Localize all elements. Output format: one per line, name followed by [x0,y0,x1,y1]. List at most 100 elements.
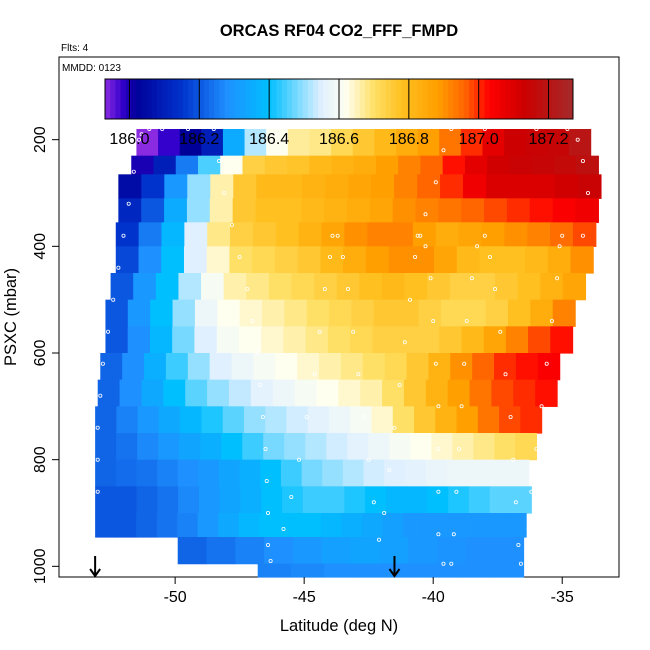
track-point [281,527,286,532]
heatmap-cell [220,155,244,175]
heatmap-cell [198,486,221,514]
heatmap-cell [343,246,367,274]
heatmap-cell [414,406,436,434]
track-point [387,468,392,473]
track-point [580,158,585,163]
heatmap-cell [172,299,196,327]
heatmap-cell [444,513,466,538]
track-point [136,137,141,142]
heatmap-cell [172,326,196,354]
heatmap-cell [115,222,140,247]
heatmap-cell [420,155,444,175]
heatmap-cell [326,433,348,461]
heatmap-cell [207,222,231,247]
heatmap-cell [524,246,549,274]
heatmap-cell [481,222,505,247]
colorbar-segment [302,79,309,119]
track-point [580,233,585,238]
heatmap-cell [449,273,473,301]
heatmap-cell [482,129,505,157]
heatmap-cell [495,273,519,301]
y-tick-label: 1000 [32,548,49,584]
heatmap-cell [97,379,121,407]
track-point [464,318,469,323]
track-point [366,457,371,462]
heatmap-cell [342,459,365,487]
heatmap-cell [552,299,576,327]
track-point [513,500,518,505]
colorbar-segment [250,79,257,119]
heatmap-cell [527,222,551,247]
heatmap-cell [477,406,500,434]
heatmap-cell [138,246,162,274]
track-point [260,414,265,419]
heatmap-cell [157,486,179,514]
track-point [258,382,263,387]
colorbar-segment [396,79,402,119]
track-point [296,457,301,462]
heatmap-cell [156,513,178,538]
heatmap-cell [95,433,117,461]
track-point [433,180,438,185]
heatmap-cell [301,198,325,223]
track-point [327,254,332,259]
track-point [95,489,100,494]
heatmap-cells [95,129,602,578]
track-point [222,190,227,195]
track-point [289,494,294,499]
heatmap-cell [221,433,243,461]
heatmap-cell [439,326,462,354]
heatmap-cell [155,273,180,301]
heatmap-cell [396,299,420,327]
heatmap-cell [194,326,218,354]
heatmap-cell [485,299,509,327]
colorbar [104,78,574,120]
colorbar-segment [229,79,236,119]
heatmap-cell [438,198,462,223]
heatmap-cell [279,513,301,538]
heatmap-cell [392,198,417,223]
heatmap-cell [116,406,139,434]
colorbar-tick-label: 186.0 [109,131,149,148]
heatmap-cell [350,326,373,354]
colorbar-segment [380,79,387,119]
heatmap-cell [238,326,262,354]
heatmap-cell [243,406,266,434]
heatmap-cell [216,326,240,354]
heatmap-cell [442,155,466,175]
heatmap-cell [550,222,574,247]
heatmap-cell [508,299,531,327]
heatmap-cell [371,406,394,434]
heatmap-cell [206,246,231,274]
heatmap-cell [491,379,514,407]
colorbar-segment [469,79,475,119]
heatmap-cell [321,537,352,565]
track-point [361,414,366,419]
colorbar-segment [141,79,148,119]
colorbar-segment [125,79,132,119]
heatmap-cell [201,129,224,157]
heatmap-cell [178,486,200,514]
heatmap-cell [274,246,299,274]
heatmap-cell [286,406,309,434]
heatmap-cell [261,486,283,514]
heatmap-cell [412,222,437,247]
heatmap-cell [394,326,418,354]
track-point [268,559,273,564]
heatmap-cell [316,379,339,407]
heatmap-cell [547,129,570,157]
track-point [469,276,474,281]
colorbar-segment [318,79,324,119]
heatmap-cell [403,379,427,407]
heatmap-cell [263,433,285,461]
heatmap-cell [158,433,180,461]
heatmap-cell [110,273,134,301]
heatmap-cell [259,513,281,538]
heatmap-cell [369,198,394,223]
track-point [351,329,356,334]
heatmap-cell [149,326,173,354]
heatmap-cell [301,459,323,487]
heatmap-cell [324,563,358,578]
heatmap-cell [384,459,406,487]
